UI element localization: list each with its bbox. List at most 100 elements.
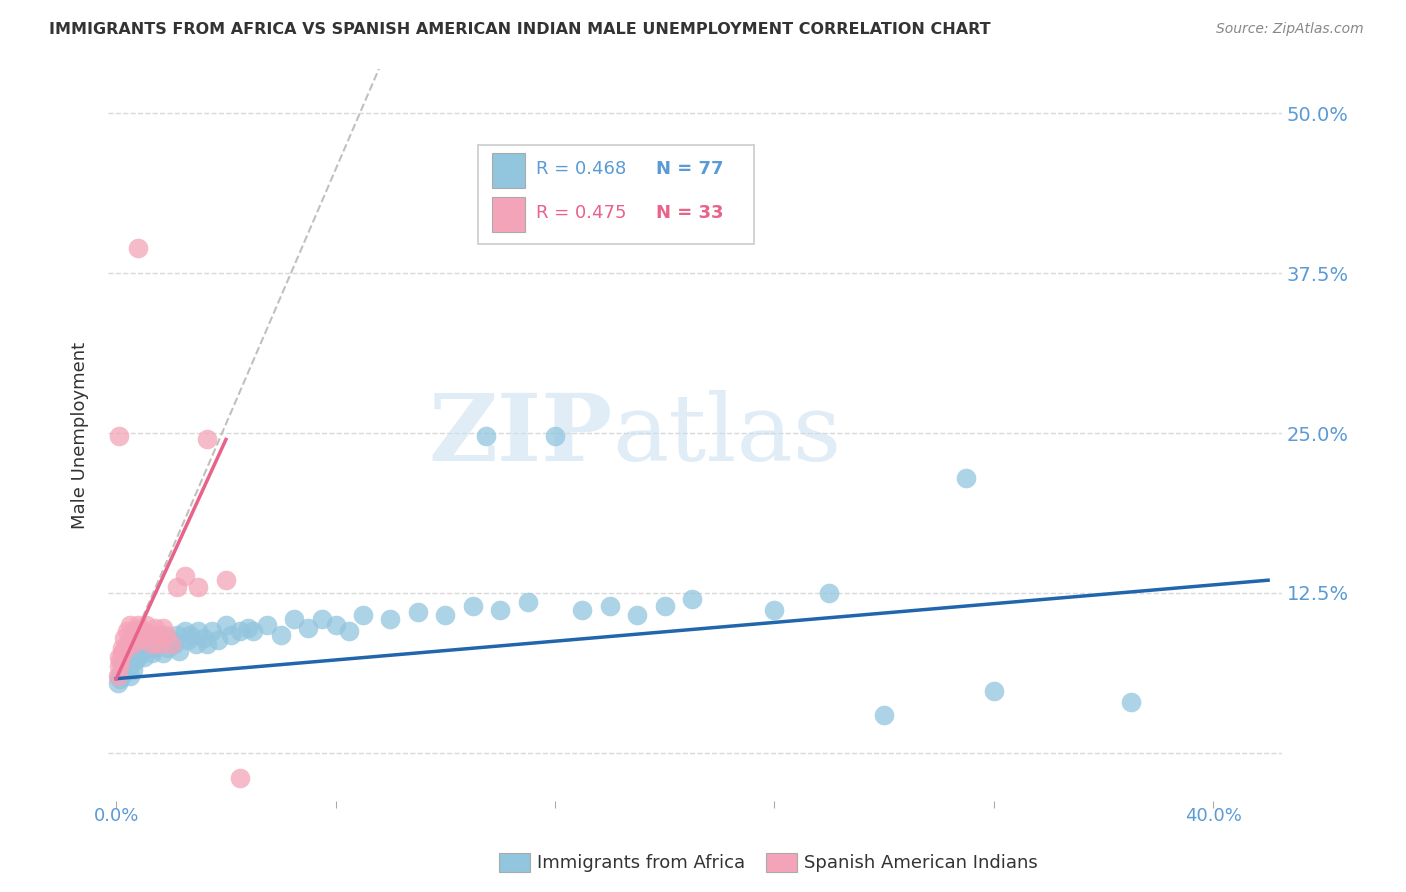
Point	[406, 605, 429, 619]
Text: 0.0%: 0.0%	[94, 806, 139, 825]
Point	[111, 657, 134, 671]
Point	[256, 618, 278, 632]
Point	[121, 624, 143, 639]
Point	[143, 621, 166, 635]
Point	[127, 241, 149, 255]
Point	[152, 646, 174, 660]
Text: R = 0.468: R = 0.468	[537, 161, 627, 178]
Point	[114, 631, 136, 645]
Point	[461, 599, 484, 613]
Point	[118, 657, 141, 671]
Point	[114, 654, 136, 668]
Point	[107, 669, 129, 683]
Point	[111, 646, 134, 660]
Point	[195, 637, 218, 651]
Point	[270, 628, 292, 642]
Bar	[492, 153, 524, 188]
FancyBboxPatch shape	[478, 145, 754, 244]
Point	[311, 611, 333, 625]
Point	[114, 659, 136, 673]
Point	[141, 637, 163, 651]
Point	[115, 649, 138, 664]
Point	[228, 772, 250, 786]
Point	[516, 595, 538, 609]
Point	[146, 633, 169, 648]
Point	[215, 573, 238, 587]
Point	[325, 618, 347, 632]
Point	[195, 433, 218, 447]
Point	[121, 637, 143, 651]
Point	[380, 611, 402, 625]
Point	[681, 592, 703, 607]
Point	[135, 618, 157, 632]
Text: Spanish American Indians: Spanish American Indians	[804, 854, 1038, 871]
Point	[115, 624, 138, 639]
Point	[127, 649, 149, 664]
Point	[173, 569, 195, 583]
Point	[107, 675, 129, 690]
Point	[983, 684, 1005, 698]
Point	[1119, 695, 1142, 709]
Point	[155, 628, 177, 642]
Point	[141, 646, 163, 660]
Point	[626, 607, 648, 622]
Point	[115, 637, 138, 651]
Point	[111, 663, 134, 677]
Point	[132, 624, 155, 639]
Point	[138, 637, 160, 651]
Point	[176, 633, 198, 648]
Point	[121, 646, 143, 660]
Point	[201, 624, 224, 639]
Point	[152, 621, 174, 635]
Point	[129, 633, 152, 648]
Point	[138, 628, 160, 642]
Y-axis label: Male Unemployment: Male Unemployment	[72, 342, 89, 529]
Point	[124, 624, 146, 639]
Point	[127, 637, 149, 651]
Point	[108, 649, 131, 664]
Point	[337, 624, 360, 639]
Point	[166, 580, 188, 594]
Point	[160, 633, 183, 648]
Point	[129, 633, 152, 648]
Point	[121, 631, 143, 645]
Point	[489, 602, 512, 616]
Bar	[492, 197, 524, 232]
Text: ZIP: ZIP	[429, 390, 613, 480]
Point	[544, 428, 567, 442]
Text: N = 33: N = 33	[657, 204, 724, 222]
Text: IMMIGRANTS FROM AFRICA VS SPANISH AMERICAN INDIAN MALE UNEMPLOYMENT CORRELATION : IMMIGRANTS FROM AFRICA VS SPANISH AMERIC…	[49, 22, 991, 37]
Point	[155, 631, 177, 645]
Point	[110, 672, 132, 686]
Text: R = 0.475: R = 0.475	[537, 204, 627, 222]
Point	[221, 628, 243, 642]
Point	[149, 637, 172, 651]
Point	[187, 624, 209, 639]
Point	[108, 428, 131, 442]
Point	[283, 611, 305, 625]
Point	[207, 633, 229, 648]
Point	[352, 607, 374, 622]
Text: Source: ZipAtlas.com: Source: ZipAtlas.com	[1216, 22, 1364, 37]
Point	[112, 666, 135, 681]
Point	[187, 580, 209, 594]
Text: 40.0%: 40.0%	[1185, 806, 1241, 825]
Point	[763, 602, 786, 616]
Text: Immigrants from Africa: Immigrants from Africa	[537, 854, 745, 871]
Point	[118, 669, 141, 683]
Point	[115, 643, 138, 657]
Point	[297, 621, 319, 635]
Point	[169, 643, 191, 657]
Point	[108, 659, 131, 673]
Point	[654, 599, 676, 613]
Point	[146, 628, 169, 642]
Point	[873, 707, 896, 722]
Point	[143, 631, 166, 645]
Point	[236, 621, 259, 635]
Point	[110, 654, 132, 668]
Point	[132, 631, 155, 645]
Point	[149, 637, 172, 651]
Point	[118, 631, 141, 645]
Point	[124, 654, 146, 668]
Point	[108, 669, 131, 683]
